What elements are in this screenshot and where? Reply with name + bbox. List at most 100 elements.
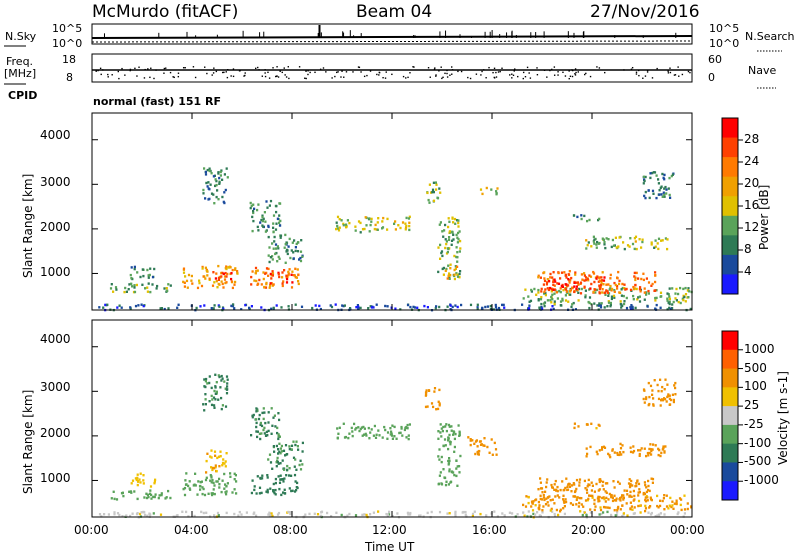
scatter-cell (565, 477, 568, 480)
scatter-cell (645, 490, 648, 494)
nave-dot (481, 70, 483, 73)
scatter-cell (545, 283, 548, 286)
scatter-cell (651, 448, 654, 451)
scatter-cell (369, 431, 372, 434)
scatter-cell (428, 389, 431, 392)
scatter-cell (287, 270, 290, 274)
scatter-cell (301, 463, 304, 466)
scatter-cell (220, 379, 223, 382)
scatter-cell (451, 305, 454, 309)
scatter-cell (625, 306, 629, 310)
scatter-cell (602, 445, 605, 448)
scatter-cell (602, 511, 605, 514)
scatter-cell (176, 306, 179, 309)
nave-dot (413, 66, 415, 68)
scatter-cell (654, 239, 657, 242)
scatter-cell (660, 399, 663, 402)
scatter-cell (440, 435, 443, 438)
scatter-cell (278, 481, 282, 484)
scatter-cell (603, 306, 606, 309)
nave-dot (569, 75, 572, 77)
power-colorbar-tick-label: 8 (744, 242, 752, 256)
scatter-cell (662, 176, 665, 180)
scatter-cell (223, 278, 227, 281)
scatter-cell (552, 283, 555, 286)
scatter-cell (225, 281, 228, 284)
scatter-cell (275, 444, 278, 448)
scatter-cell (675, 299, 678, 302)
scatter-cell (233, 472, 236, 475)
scatter-cell (551, 276, 554, 279)
power-colorbar-tick-label: 16 (744, 198, 760, 212)
scatter-cell (399, 308, 402, 311)
scatter-cell (578, 501, 581, 505)
scatter-cell (646, 499, 649, 502)
scatter-cell (146, 290, 149, 293)
scatter-cell (565, 290, 568, 293)
scatter-cell (552, 280, 555, 283)
scatter-cell (594, 505, 597, 508)
scatter-cell (595, 450, 598, 453)
scatter-cell (293, 490, 297, 493)
scatter-cell (683, 508, 687, 511)
scatter-cell (296, 250, 300, 253)
scatter-cell (258, 413, 261, 417)
scatter-cell (684, 300, 687, 303)
scatter-cell (613, 486, 616, 489)
nave-dot (687, 70, 690, 73)
scatter-cell (583, 511, 586, 514)
scatter-cell (267, 225, 270, 229)
scatter-cell (562, 498, 565, 501)
scatter-cell (405, 436, 408, 439)
scatter-cell (335, 227, 338, 231)
scatter-cell (679, 286, 682, 290)
nave-dot (536, 67, 538, 69)
scatter-cell (444, 476, 447, 480)
scatter-cell (674, 393, 677, 396)
scatter-cell (122, 494, 125, 498)
scatter-cell (588, 301, 591, 305)
scatter-cell (600, 283, 603, 287)
scatter-cell (444, 238, 447, 241)
scatter-cell (684, 293, 688, 296)
scatter-cell (531, 509, 535, 512)
scatter-cell (454, 512, 457, 515)
scatter-cell (210, 394, 213, 398)
scatter-cell (540, 287, 543, 291)
scatter-cell (277, 412, 280, 415)
scatter-cell (405, 224, 408, 228)
scatter-cell (659, 499, 662, 502)
nave-dot (163, 67, 166, 70)
scatter-cell (611, 238, 614, 242)
scatter-cell (623, 287, 626, 290)
scatter-cell (369, 513, 372, 516)
scatter-cell (616, 507, 619, 510)
scatter-cell (272, 490, 275, 493)
scatter-cell (490, 188, 493, 191)
scatter-cell (139, 472, 142, 475)
scatter-cell (648, 489, 651, 493)
scatter-cell (620, 306, 623, 309)
scatter-cell (372, 306, 375, 309)
scatter-cell (580, 287, 583, 291)
scatter-cell (615, 513, 619, 517)
scatter-cell (406, 423, 409, 427)
scatter-cell (652, 404, 655, 407)
scatter-cell (637, 277, 640, 280)
scatter-cell (645, 486, 648, 489)
scatter-cell (643, 179, 646, 183)
scatter-cell (600, 276, 603, 279)
scatter-cell (629, 450, 633, 454)
scatter-cell (542, 496, 545, 499)
scatter-cell (447, 423, 451, 427)
scatter-cell (644, 509, 647, 513)
nave-dot (493, 67, 496, 70)
scatter-cell (169, 284, 172, 287)
scatter-cell (262, 217, 265, 220)
scatter-cell (546, 281, 549, 284)
scatter-cell (575, 503, 578, 506)
scatter-cell (562, 507, 565, 510)
scatter-cell (181, 510, 184, 513)
scatter-cell (281, 282, 284, 285)
scatter-cell (457, 221, 460, 225)
